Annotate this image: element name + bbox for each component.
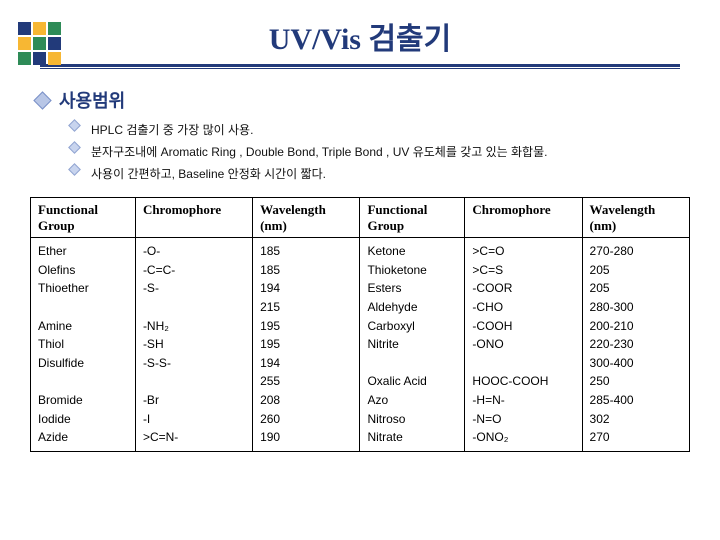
th-functional-group-2: Functional Group <box>360 198 465 238</box>
diamond-bullet-icon <box>33 91 51 109</box>
logo-square <box>33 22 46 35</box>
th-wavelength-2: Wavelength (nm) <box>582 198 689 238</box>
logo-square <box>48 22 61 35</box>
title-underline <box>40 64 680 69</box>
logo-grid <box>18 22 61 65</box>
table-row: Ether Olefins Thioether Amine Thiol Disu… <box>31 238 690 452</box>
th-wavelength-1: Wavelength (nm) <box>253 198 360 238</box>
bullet-text: 분자구조내에 Aromatic Ring , Double Bond, Trip… <box>91 143 547 161</box>
table-header-row: Functional Group Chromophore Wavelength … <box>31 198 690 238</box>
cell-wl-right: 270-280 205 205 280-300 200-210 220-230 … <box>582 238 689 452</box>
th-functional-group-1: Functional Group <box>31 198 136 238</box>
section-heading: 사용범위 <box>59 87 125 113</box>
diamond-subbullet-icon <box>68 141 81 154</box>
bullet-text: 사용이 간편하고, Baseline 안정화 시간이 짧다. <box>91 165 326 183</box>
logo-square <box>48 52 61 65</box>
page-title: UV/Vis 검출기 <box>269 12 452 64</box>
cell-fg-right: Ketone Thioketone Esters Aldehyde Carbox… <box>360 238 465 452</box>
bullet-text: HPLC 검출기 중 가장 많이 사용. <box>91 121 253 139</box>
logo-square <box>18 37 31 50</box>
bullet-item: HPLC 검출기 중 가장 많이 사용. <box>48 121 684 139</box>
logo-square <box>33 37 46 50</box>
cell-wl-left: 185 185 194 215 195 195 194 255 208 260 … <box>253 238 360 452</box>
title-wrap: UV/Vis 검출기 <box>28 12 692 69</box>
th-chromophore-1: Chromophore <box>135 198 252 238</box>
logo-square <box>48 37 61 50</box>
section-usage: 사용범위 HPLC 검출기 중 가장 많이 사용. 분자구조내에 Aromati… <box>36 87 684 183</box>
bullet-list: HPLC 검출기 중 가장 많이 사용. 분자구조내에 Aromatic Rin… <box>48 121 684 183</box>
diamond-subbullet-icon <box>68 163 81 176</box>
logo-square <box>18 22 31 35</box>
section-heading-row: 사용범위 <box>36 87 684 113</box>
chromophore-table: Functional Group Chromophore Wavelength … <box>30 197 690 452</box>
cell-chromo-left: -O- -C=C- -S- -NH₂ -SH -S-S- -Br -I >C=N… <box>135 238 252 452</box>
logo-square <box>18 52 31 65</box>
bullet-item: 사용이 간편하고, Baseline 안정화 시간이 짧다. <box>48 165 684 183</box>
diamond-subbullet-icon <box>68 119 81 132</box>
cell-fg-left: Ether Olefins Thioether Amine Thiol Disu… <box>31 238 136 452</box>
bullet-item: 분자구조내에 Aromatic Ring , Double Bond, Trip… <box>48 143 684 161</box>
cell-chromo-right: >C=O >C=S -COOR -CHO -COOH -ONO HOOC-COO… <box>465 238 582 452</box>
logo-square <box>33 52 46 65</box>
th-chromophore-2: Chromophore <box>465 198 582 238</box>
